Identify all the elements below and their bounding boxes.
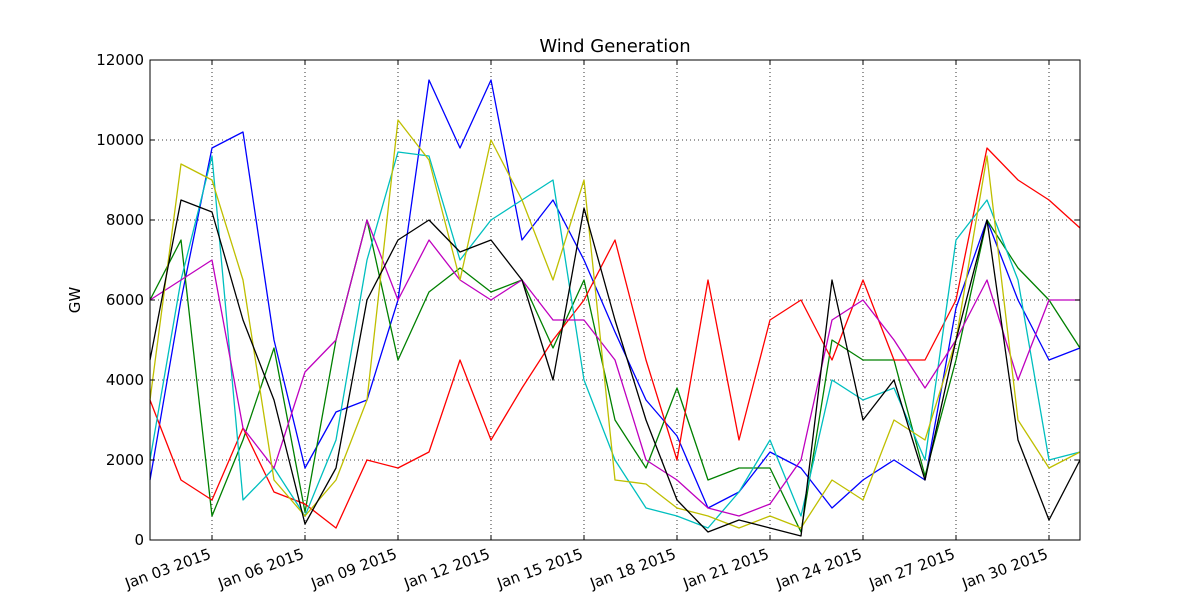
- y-tick-label: 2000: [106, 451, 144, 469]
- series-group: [149, 79, 1081, 537]
- y-tick-label: 0: [134, 531, 144, 549]
- series-line-2: [149, 219, 1081, 533]
- series-line-5: [149, 219, 1080, 517]
- y-tick-label: 4000: [106, 371, 144, 389]
- y-tick-label: 8000: [106, 211, 144, 229]
- chart-title: Wind Generation: [539, 36, 690, 57]
- y-axis-label: GW: [66, 287, 84, 314]
- series-line-3: [149, 147, 1081, 529]
- series-line-6: [149, 119, 1081, 529]
- series-line-7: [149, 199, 1081, 537]
- y-tick-label: 10000: [96, 131, 144, 149]
- y-tick-label: 6000: [106, 291, 144, 309]
- y-tick-label: 12000: [96, 51, 144, 69]
